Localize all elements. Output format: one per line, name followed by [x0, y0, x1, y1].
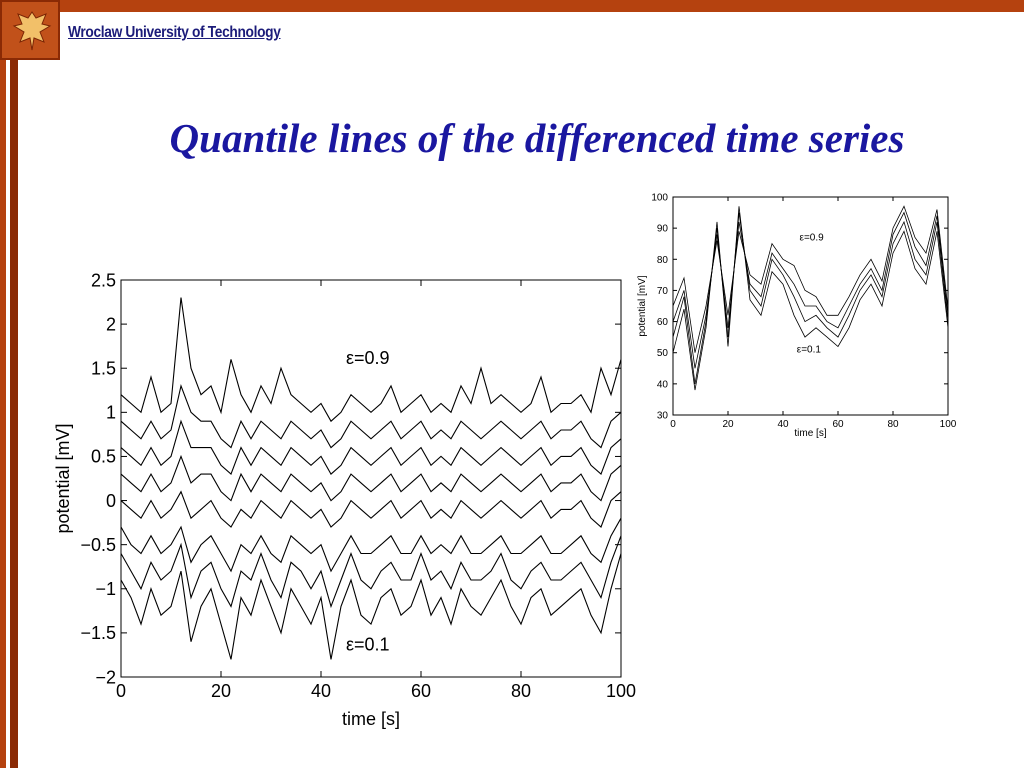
y-tick-label: 100: [651, 193, 668, 204]
y-tick-label: 2: [106, 314, 116, 334]
x-tick-label: 100: [940, 419, 957, 430]
y-tick-label: 0: [106, 491, 116, 511]
y-axis-label: potential [mV]: [637, 275, 648, 336]
y-tick-label: 40: [657, 379, 669, 390]
x-tick-label: 60: [832, 419, 844, 430]
left-accent-bar-inner: [10, 0, 18, 768]
x-tick-label: 20: [722, 419, 734, 430]
top-accent-bar: [0, 0, 1024, 12]
x-tick-label: 60: [411, 681, 431, 701]
annotation-label: ε=0.1: [797, 345, 822, 356]
quantile-line-3: [672, 205, 949, 353]
quantile-line-3: [120, 517, 622, 573]
x-axis-label: time [s]: [794, 428, 826, 439]
eagle-icon: [12, 11, 52, 51]
x-tick-label: 20: [211, 681, 231, 701]
quantile-line-6: [120, 419, 622, 476]
y-tick-label: 70: [657, 286, 669, 297]
y-tick-label: 1.5: [91, 359, 116, 379]
y-tick-label: 1: [106, 403, 116, 423]
x-tick-label: 100: [606, 681, 636, 701]
main-chart: 0 20 40 60 80 100 −2 −1.5 −1 −0.5 0 0.5 1 1.5 2 2.5 time…: [53, 270, 636, 729]
x-tick-label: 80: [511, 681, 531, 701]
y-tick-label: 30: [657, 411, 669, 422]
y-tick-label: −1.5: [80, 623, 116, 643]
quantile-line-5: [120, 454, 622, 502]
eagle-shield-logo: [0, 0, 60, 60]
y-axis-label: potential [mV]: [53, 423, 73, 533]
x-tick-label: 40: [311, 681, 331, 701]
slide-title: Quantile lines of the differenced time s…: [169, 115, 905, 161]
x-axis-label: time [s]: [342, 709, 400, 729]
quantile-line-1: [120, 553, 622, 660]
annotation-label: ε=0.1: [346, 635, 390, 655]
quantile-line-8: [120, 297, 622, 423]
university-name[interactable]: Wroclaw University of Technology: [68, 24, 281, 41]
left-accent-bar: [0, 0, 6, 768]
quantile-line-7: [120, 383, 622, 449]
left-bar-gap: [6, 0, 10, 768]
y-tick-label: 2.5: [91, 270, 116, 290]
quantile-line-2: [672, 211, 949, 369]
x-tick-label: 40: [777, 419, 789, 430]
y-tick-label: 50: [657, 348, 669, 359]
inset-chart: 0 20 40 60 80 100 30 40 50 60 70 80 90 100 time [s] pot…: [637, 193, 957, 440]
x-tick-label: 0: [670, 419, 676, 430]
y-tick-label: 60: [657, 317, 669, 328]
y-tick-label: 0.5: [91, 447, 116, 467]
annotation-label: ε=0.9: [346, 348, 390, 368]
quantile-line-2: [120, 535, 622, 609]
y-tick-label: −2: [95, 667, 116, 687]
x-tick-label: 0: [116, 681, 126, 701]
quantile-line-4: [120, 490, 622, 528]
y-tick-label: −1: [95, 579, 116, 599]
y-tick-label: 80: [657, 255, 669, 266]
x-tick-label: 80: [887, 419, 899, 430]
plot-frame: [120, 279, 622, 678]
y-tick-label: 90: [657, 224, 669, 235]
quantile-line-4: [672, 206, 949, 391]
y-tick-label: −0.5: [80, 535, 116, 555]
annotation-label: ε=0.9: [800, 233, 825, 244]
